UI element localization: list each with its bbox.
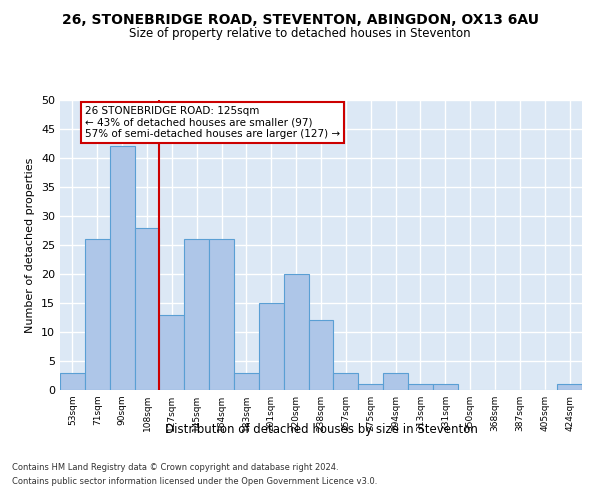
Bar <box>557 384 582 390</box>
Bar <box>383 372 408 390</box>
Text: Size of property relative to detached houses in Steventon: Size of property relative to detached ho… <box>129 28 471 40</box>
Bar <box>259 303 284 390</box>
Bar <box>134 228 160 390</box>
Text: 26 STONEBRIDGE ROAD: 125sqm
← 43% of detached houses are smaller (97)
57% of sem: 26 STONEBRIDGE ROAD: 125sqm ← 43% of det… <box>85 106 340 139</box>
Bar <box>433 384 458 390</box>
Text: Distribution of detached houses by size in Steventon: Distribution of detached houses by size … <box>164 422 478 436</box>
Bar <box>408 384 433 390</box>
Y-axis label: Number of detached properties: Number of detached properties <box>25 158 35 332</box>
Text: Contains HM Land Registry data © Crown copyright and database right 2024.: Contains HM Land Registry data © Crown c… <box>12 464 338 472</box>
Bar <box>160 314 184 390</box>
Text: 26, STONEBRIDGE ROAD, STEVENTON, ABINGDON, OX13 6AU: 26, STONEBRIDGE ROAD, STEVENTON, ABINGDO… <box>62 12 539 26</box>
Bar <box>334 372 358 390</box>
Bar <box>184 239 209 390</box>
Bar <box>234 372 259 390</box>
Bar <box>110 146 134 390</box>
Bar <box>60 372 85 390</box>
Bar <box>308 320 334 390</box>
Bar <box>209 239 234 390</box>
Bar <box>85 239 110 390</box>
Bar <box>284 274 308 390</box>
Text: Contains public sector information licensed under the Open Government Licence v3: Contains public sector information licen… <box>12 477 377 486</box>
Bar <box>358 384 383 390</box>
